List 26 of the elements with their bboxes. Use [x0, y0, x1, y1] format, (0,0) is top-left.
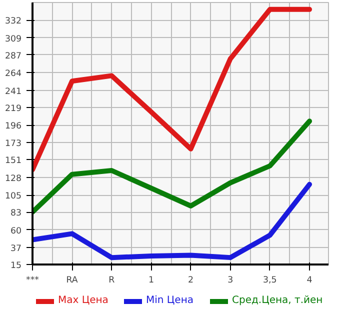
- legend-label: Max Цена: [58, 295, 108, 306]
- x-tick-label: ***: [26, 276, 40, 286]
- x-tick-label: 1: [148, 276, 154, 286]
- y-tick-label: 332: [4, 16, 22, 27]
- y-tick-label: 15: [10, 261, 22, 271]
- y-tick-label: 241: [4, 86, 22, 97]
- x-tick-label: 2: [188, 276, 194, 286]
- y-tick-label: 173: [4, 139, 22, 150]
- x-tick-label: 3: [228, 276, 234, 286]
- y-tick-label: 287: [4, 51, 22, 62]
- y-tick-label: 151: [4, 156, 22, 166]
- x-tick-label: 3,5: [263, 276, 277, 286]
- legend-label: Min Цена: [146, 295, 194, 306]
- y-tick-label: 60: [10, 226, 22, 236]
- y-tick-label: 196: [4, 122, 22, 132]
- y-tick-label: 219: [4, 104, 22, 114]
- y-tick-label: 37: [10, 244, 22, 254]
- x-tick-label: 4: [306, 276, 313, 286]
- y-tick-label: 128: [4, 174, 22, 184]
- y-tick-label: 309: [4, 34, 22, 44]
- y-tick-label: 83: [10, 208, 22, 219]
- y-tick-label: 105: [4, 192, 22, 202]
- x-tick-label: RA: [66, 276, 78, 286]
- legend-label: Сред.Цена, т.йен: [232, 295, 323, 306]
- y-tick-label: 264: [4, 69, 22, 80]
- x-tick-label: R: [108, 276, 115, 286]
